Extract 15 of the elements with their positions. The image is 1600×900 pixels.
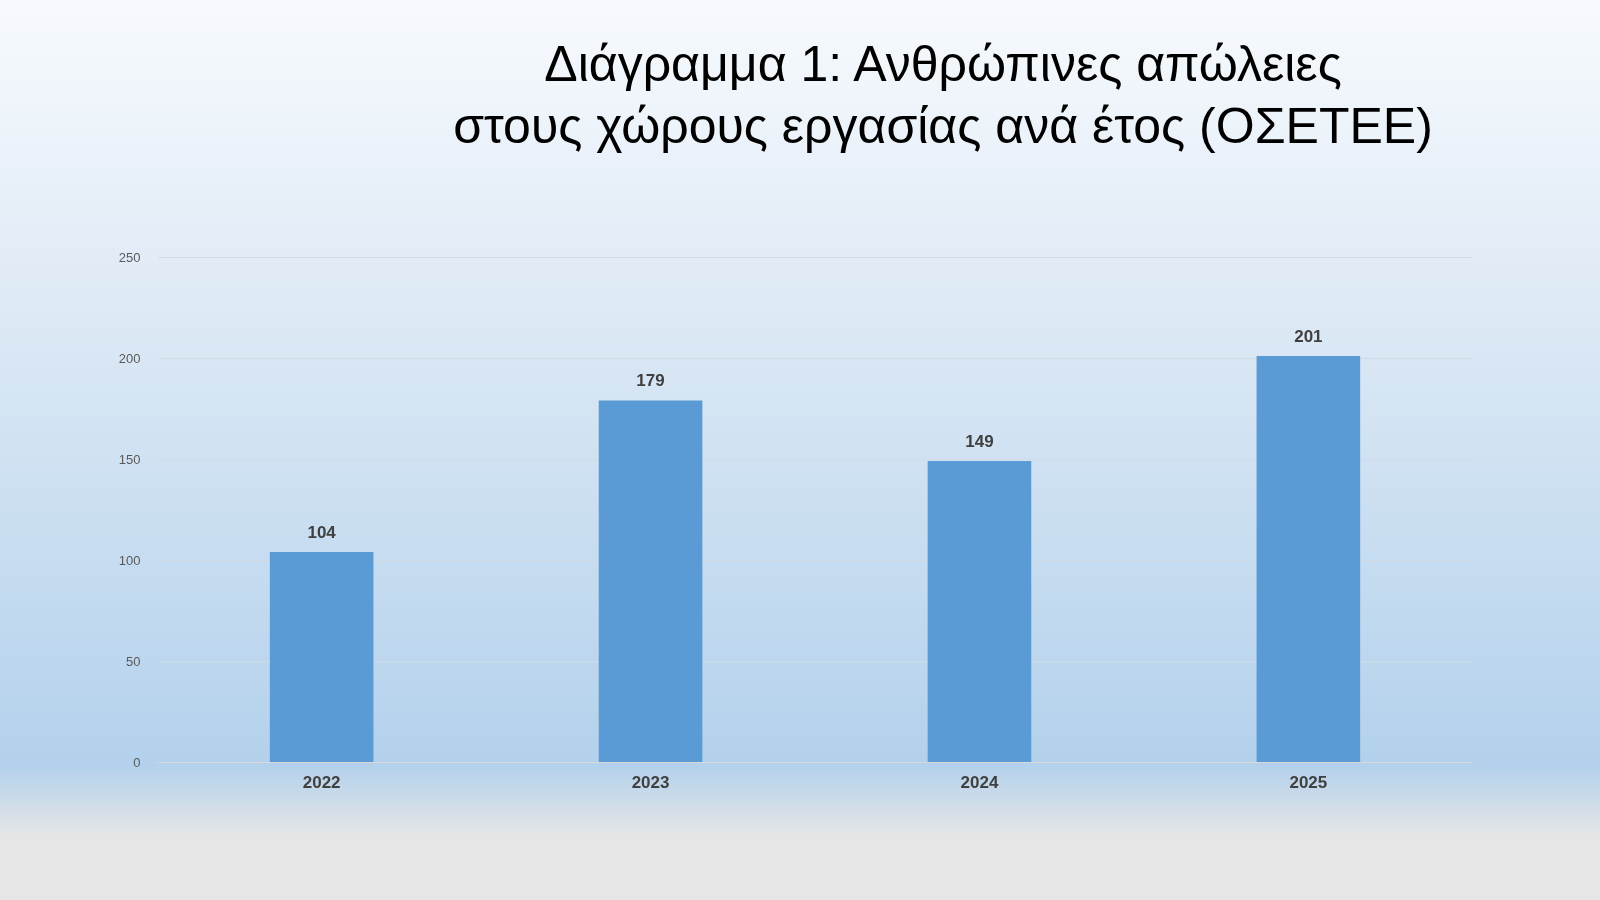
y-tick-label: 100	[118, 552, 141, 568]
y-tick-label: 50	[126, 653, 141, 669]
y-tick-label: 0	[133, 754, 141, 770]
data-label: 201	[1294, 326, 1323, 346]
data-label: 104	[307, 522, 337, 542]
y-tick-label: 200	[118, 350, 141, 366]
y-tick-label: 250	[118, 249, 141, 265]
x-tick-label: 2024	[960, 772, 999, 792]
x-tick-label: 2023	[631, 772, 670, 792]
data-label: 149	[965, 432, 994, 452]
x-tick-label: 2022	[302, 772, 341, 792]
x-tick-label: 2025	[1289, 772, 1328, 792]
y-tick-label: 150	[118, 451, 141, 467]
chart-title: Διάγραμμα 1: Ανθρώπινες απώλειες στους χώρους εργασίας ανά έτος (ΟΣΕΤΕΕ)	[453, 36, 1433, 154]
data-label: 179	[636, 371, 665, 391]
